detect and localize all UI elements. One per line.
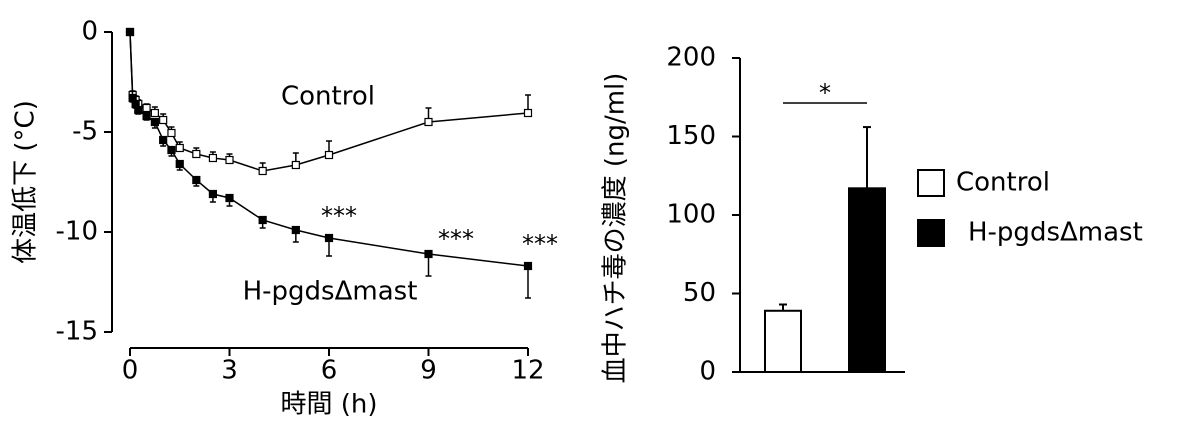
x-tick-label: 9 <box>420 356 437 386</box>
point <box>167 145 176 155</box>
point <box>225 155 234 165</box>
point <box>175 143 184 153</box>
x-tick-label: 0 <box>122 356 139 386</box>
point <box>142 103 151 113</box>
y-tick-label: 0 <box>699 357 716 387</box>
series-label: H-pgdsΔmast <box>243 277 418 307</box>
point <box>134 105 143 115</box>
legend-label: Control <box>956 168 1050 198</box>
y-tick-label: -5 <box>72 117 98 147</box>
x-axis-label: 時間 (h) <box>280 390 377 420</box>
point <box>258 166 267 176</box>
significance: *** <box>522 230 558 258</box>
point <box>142 111 151 121</box>
point <box>291 225 300 235</box>
y-tick-label: 50 <box>683 278 716 308</box>
y-tick-label: -15 <box>56 317 98 347</box>
y-tick-label: 200 <box>666 43 716 73</box>
point <box>192 149 201 159</box>
point <box>324 150 334 160</box>
x-tick-label: 12 <box>511 356 544 386</box>
point <box>258 215 267 225</box>
legend-swatch <box>917 219 945 247</box>
point <box>324 233 334 243</box>
point <box>159 115 168 125</box>
point <box>125 27 135 37</box>
point <box>424 249 433 259</box>
point <box>523 261 533 271</box>
x-tick-label: 3 <box>221 356 238 386</box>
significance: *** <box>438 225 474 253</box>
x-tick-label: 6 <box>321 356 338 386</box>
point <box>291 160 300 170</box>
bar <box>848 187 886 373</box>
point <box>424 117 433 127</box>
point <box>159 135 168 145</box>
point <box>192 175 201 185</box>
y-axis-label: 体温低下 (°C) <box>11 100 41 264</box>
point <box>225 193 234 203</box>
y-tick-label: 0 <box>81 17 98 47</box>
point <box>208 153 218 163</box>
y-tick-label: 150 <box>666 121 716 151</box>
significance: * <box>819 79 831 107</box>
legend-swatch <box>917 169 945 197</box>
point <box>167 128 176 138</box>
point <box>150 117 159 127</box>
legend-label: H-pgdsΔmast <box>968 218 1143 248</box>
point <box>175 159 184 169</box>
series-label: Control <box>281 82 375 112</box>
bar <box>764 309 802 373</box>
point <box>208 189 218 199</box>
y-tick-label: 100 <box>666 200 716 230</box>
point <box>523 108 533 118</box>
significance: *** <box>321 202 357 230</box>
y-tick-label: -10 <box>56 217 98 247</box>
point <box>150 108 159 118</box>
y-axis-label: 血中ハチ毒の濃度 (ng/ml) <box>601 73 631 384</box>
